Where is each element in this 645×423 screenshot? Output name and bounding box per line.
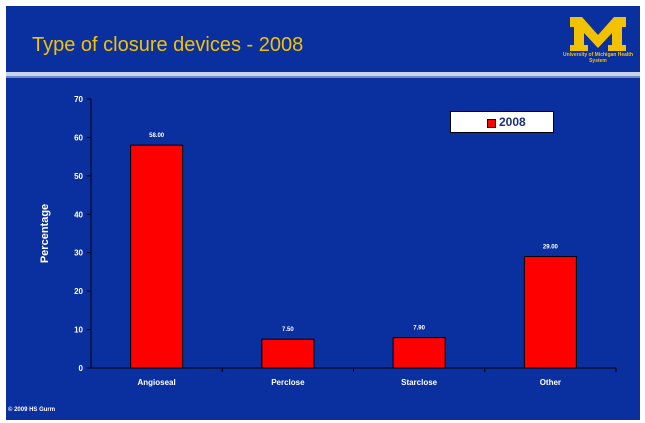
data-label: 7.90 (413, 326, 425, 332)
logo-text: University of Michigan Health System (562, 52, 633, 64)
slide-title: Type of closure devices - 2008 (32, 34, 304, 56)
legend-label: 2008 (499, 115, 526, 129)
data-label: 29.00 (543, 245, 559, 251)
block-m-logo-icon (570, 17, 626, 51)
data-label: 58.00 (149, 133, 165, 139)
copyright-text: © 2009 HS Gurm (8, 407, 56, 413)
x-tick-label: Perclose (271, 378, 305, 387)
x-tick-label: Other (540, 378, 561, 387)
x-tick-label: Angioseal (138, 378, 176, 387)
bar-starclose (392, 337, 446, 369)
bar-chart: 0 10 20 30 40 50 60 70 Percentage 58.00 Angioseal 7… (39, 95, 617, 387)
legend: 2008 (450, 111, 554, 133)
title-bar (6, 6, 640, 72)
y-tick-label: 30 (74, 249, 83, 258)
y-tick-label: 50 (74, 172, 83, 181)
bar-angioseal (130, 144, 184, 369)
y-axis-title: Percentage (39, 204, 51, 263)
bars (130, 144, 577, 369)
y-tick-label: 40 (74, 210, 83, 219)
labels: 0 10 20 30 40 50 60 70 Percentage 58.00 Angioseal 7… (39, 95, 561, 387)
legend-swatch (487, 119, 496, 128)
slide: Type of closure devices - 2008 Universit… (6, 6, 640, 420)
y-tick-label: 60 (74, 133, 83, 142)
y-tick-label: 10 (74, 326, 83, 335)
data-label: 7.50 (282, 327, 294, 333)
x-tick-label: Starclose (401, 378, 438, 387)
y-tick-label: 0 (79, 364, 84, 373)
y-tick-label: 20 (74, 287, 83, 296)
bar-perclose (261, 338, 315, 369)
bar-other (523, 256, 577, 369)
title-divider (6, 72, 640, 76)
y-tick-label: 70 (74, 95, 83, 104)
title-divider-shadow (6, 76, 640, 78)
